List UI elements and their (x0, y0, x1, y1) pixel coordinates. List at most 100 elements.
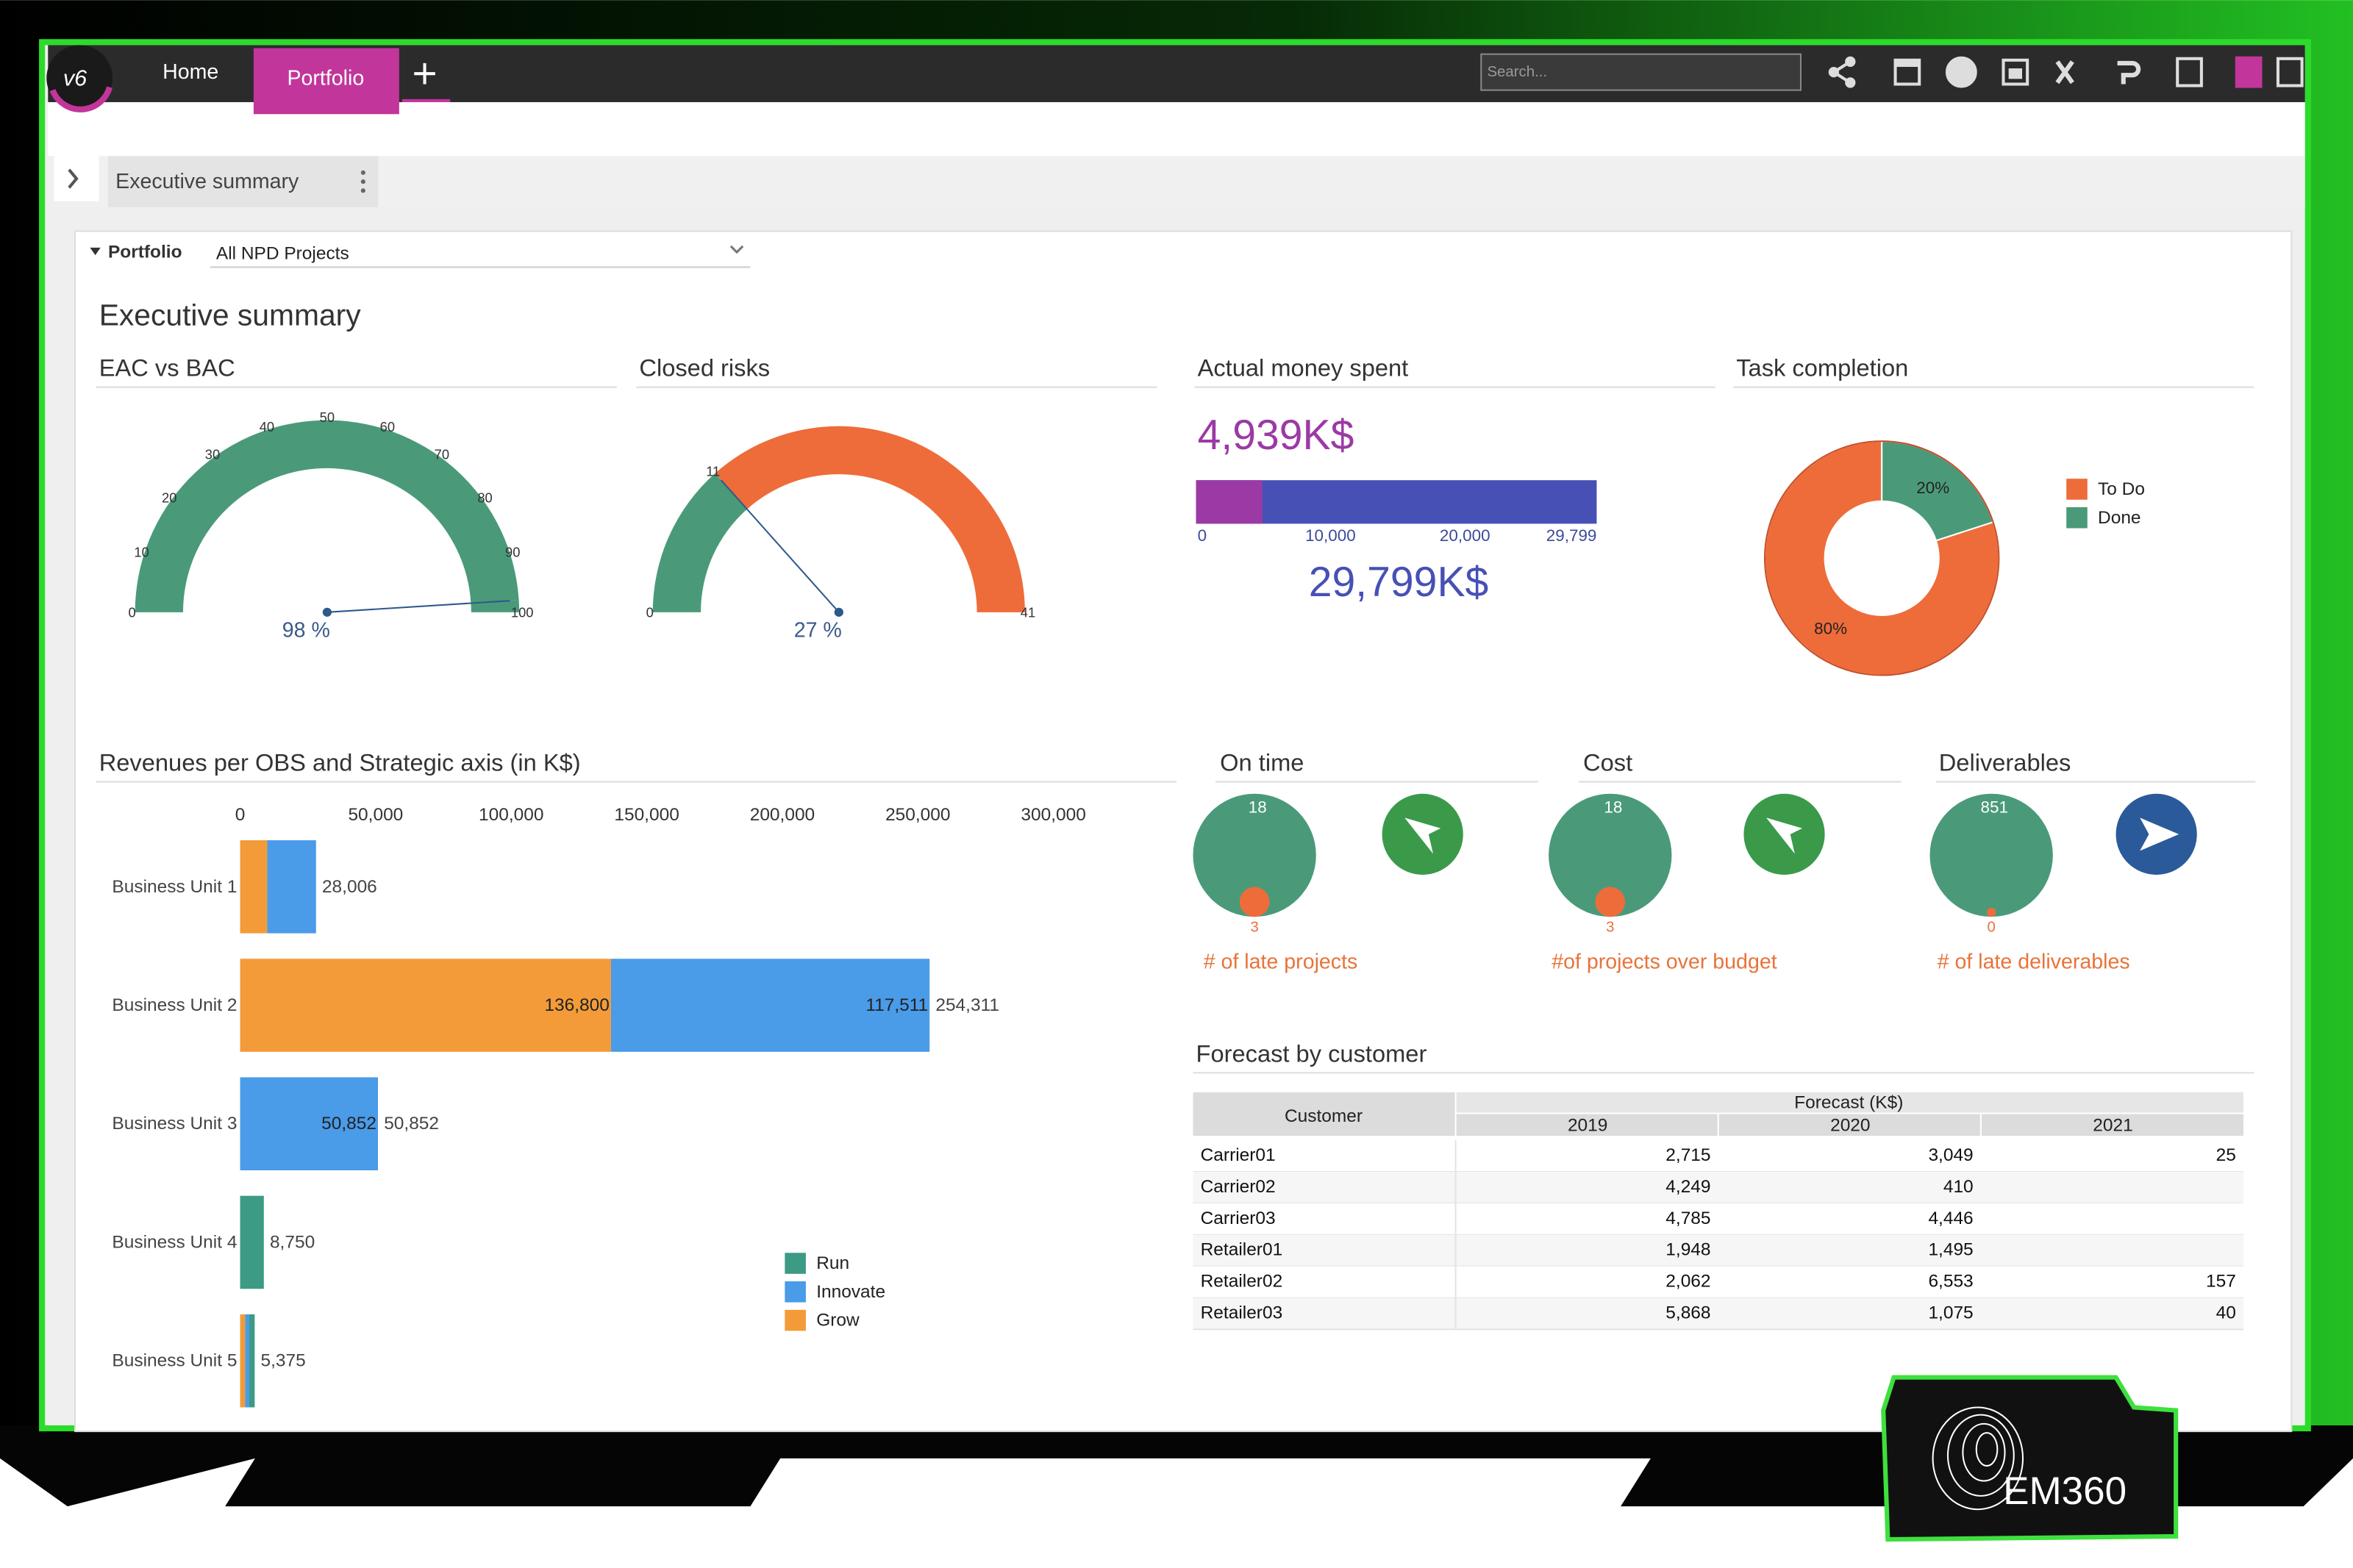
total-label: 254,311 (935, 995, 999, 1015)
breadcrumb-tab[interactable] (107, 156, 379, 207)
search-box[interactable] (1480, 53, 1802, 91)
x-tick-label: 100,000 (479, 805, 543, 825)
gauge-tick-label: 80 (477, 490, 492, 505)
gauge-tick-label: 100 (511, 604, 534, 620)
gauge-tick-label: 30 (205, 447, 220, 462)
kpi-late-circle (1595, 887, 1626, 917)
filter-value[interactable]: All NPD Projects (216, 244, 349, 264)
gauge-arc-rest (471, 600, 520, 612)
kpi-late: 3 (1250, 919, 1258, 935)
header-space (48, 101, 2305, 157)
table-cell: 5,868 (1665, 1303, 1710, 1322)
logo-text: v6 (63, 65, 88, 90)
gauge-needle (326, 600, 510, 613)
table-row (1193, 1234, 2244, 1267)
kpi-late: 0 (1987, 919, 1995, 935)
gauge-tick-label: 70 (435, 447, 449, 462)
tab-active-bg[interactable] (253, 48, 399, 115)
total-bar (1196, 480, 1597, 524)
bar-segment (240, 959, 611, 1052)
table-cell: 40 (2216, 1303, 2236, 1322)
gauge-arc (135, 420, 519, 612)
x-tick-label: 150,000 (614, 805, 679, 825)
filter-caret (90, 247, 101, 256)
total-label: 28,006 (322, 877, 377, 897)
legend-swatch (2066, 479, 2088, 500)
table-cell: 25 (2216, 1145, 2236, 1165)
status-arrow (1766, 817, 1803, 854)
add-tab[interactable] (414, 62, 435, 85)
filter-label: Portfolio (108, 243, 182, 262)
kpi-caption: # of late projects (1204, 950, 1358, 973)
section-title: Revenues per OBS and Strategic axis (in … (99, 748, 581, 776)
brand-text: EM360 (2003, 1469, 2127, 1513)
gauge-tick-label: 0 (646, 604, 654, 620)
gauge-tick-label: 60 (380, 419, 395, 434)
legend-swatch (785, 1281, 806, 1303)
toolbar-icons[interactable] (1828, 56, 2304, 88)
gauge-tick-label: 40 (260, 419, 274, 434)
kpi-late: 3 (1606, 919, 1614, 935)
x-tick-label: 300,000 (1021, 805, 1085, 825)
legend-label: Grow (816, 1311, 860, 1331)
expand-icon (68, 168, 79, 189)
kpi-late-circle (1987, 907, 1996, 917)
total-label: 50,852 (384, 1114, 439, 1134)
breadcrumb-text: Executive summary (115, 170, 299, 193)
segment-label: 50,852 (321, 1114, 376, 1134)
gauge-tick-label: 41 (1021, 604, 1035, 620)
gauge-caption: 27 % (794, 618, 842, 642)
table-row (1193, 1172, 2244, 1203)
tab-home[interactable]: Home (163, 60, 218, 84)
menu-dots[interactable] (360, 170, 365, 193)
gauge-arc-rest (715, 426, 1025, 612)
column-header: 2021 (2093, 1115, 2132, 1135)
table-cell: 157 (2206, 1272, 2236, 1292)
kpi-caption: #of projects over budget (1552, 950, 1777, 973)
table-cell: 1,075 (1928, 1303, 1973, 1322)
legend-swatch (785, 1253, 806, 1274)
column-header: 2019 (1568, 1115, 1607, 1135)
column-header: 2020 (1830, 1115, 1870, 1135)
bar-segment (240, 840, 268, 934)
table-cell: 2,715 (1665, 1145, 1710, 1165)
category-label: Business Unit 5 (112, 1351, 237, 1371)
table-cell: Carrier03 (1201, 1209, 1276, 1228)
filter-chevron[interactable] (729, 245, 744, 254)
x-tick-label: 50,000 (348, 805, 403, 825)
bar-segment (610, 959, 930, 1052)
group-header: Forecast (K$) (1794, 1093, 1903, 1113)
donut-outline (1763, 440, 2000, 676)
legend-label: Innovate (816, 1282, 885, 1302)
kpi-late-circle (1239, 887, 1270, 917)
section-title: Deliverables (1939, 748, 2071, 776)
column-header: Customer (1285, 1106, 1363, 1126)
x-tick-label: 29,799 (1546, 526, 1597, 545)
logo (46, 45, 113, 112)
table-cell: 4,446 (1928, 1209, 1973, 1228)
tab-portfolio[interactable]: Portfolio (287, 66, 364, 90)
gauge-hub (834, 607, 843, 617)
table-cell: 4,785 (1665, 1209, 1710, 1228)
gauge-arc (652, 473, 747, 612)
kpi-total: 18 (1249, 798, 1267, 817)
section-title: EAC vs BAC (99, 354, 235, 382)
total-label: 5,375 (261, 1351, 306, 1371)
kpi-total-circle (1193, 793, 1316, 917)
breadcrumb-bar (48, 156, 2305, 207)
table-cell: Retailer03 (1201, 1303, 1283, 1322)
gauge-tick-label: 90 (505, 544, 520, 559)
x-tick-label: 10,000 (1305, 526, 1356, 545)
table-cell: 3,049 (1928, 1145, 1973, 1165)
section-title: Actual money spent (1198, 354, 1409, 382)
brand-spiral (1932, 1406, 2024, 1511)
bar-segment (240, 1195, 264, 1289)
total-label: 29,799K$ (1309, 559, 1489, 606)
bar-segment (267, 840, 316, 934)
brand-badge (1881, 1375, 2179, 1542)
table-cell: 6,553 (1928, 1272, 1973, 1292)
page-title: Executive summary (99, 298, 362, 332)
table-cell: 1,948 (1665, 1240, 1710, 1260)
table-group-header (1455, 1092, 2244, 1114)
